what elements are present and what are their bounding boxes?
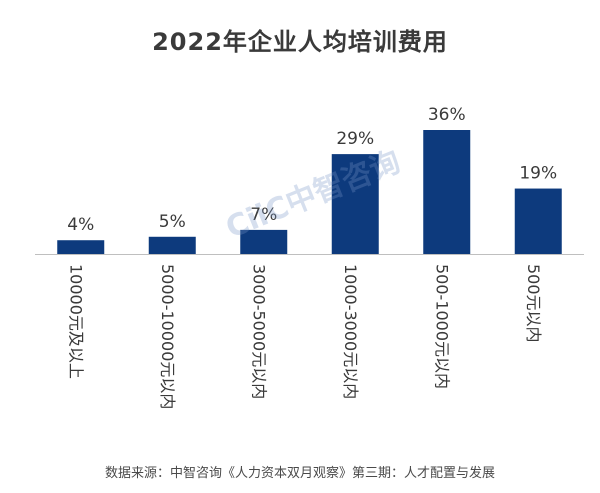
data-label-6: 19% [519,164,557,184]
data-label-3: 7% [250,205,277,225]
category-label-4: 1000-3000元以内 [341,264,360,399]
bar-5 [423,130,471,254]
category-label-2: 5000-10000元以内 [158,264,177,409]
bar-6 [514,188,562,254]
bar-3 [240,229,288,254]
category-label-3: 3000-5000元以内 [249,264,268,399]
source-note: 数据来源：中智咨询《人力资本双月观察》第三期：人才配置与发展 [104,466,495,481]
category-label-6: 500元以内 [524,264,543,343]
data-label-2: 5% [159,212,186,232]
chart-title: 2022年企业人均培训费用 [152,28,448,56]
bar-1 [57,240,105,254]
bar-4 [331,154,379,254]
category-label-1: 10000元及以上 [66,264,85,379]
data-label-1: 4% [67,215,94,235]
bar-2 [148,236,196,254]
category-label-5: 500-1000元以内 [432,264,451,389]
data-label-5: 36% [428,105,466,125]
bar-chart: 4% 10000元及以上 5% 5000-10000元以内 7% 3000-5000元以内… [35,105,584,409]
data-label-4: 29% [336,129,374,149]
